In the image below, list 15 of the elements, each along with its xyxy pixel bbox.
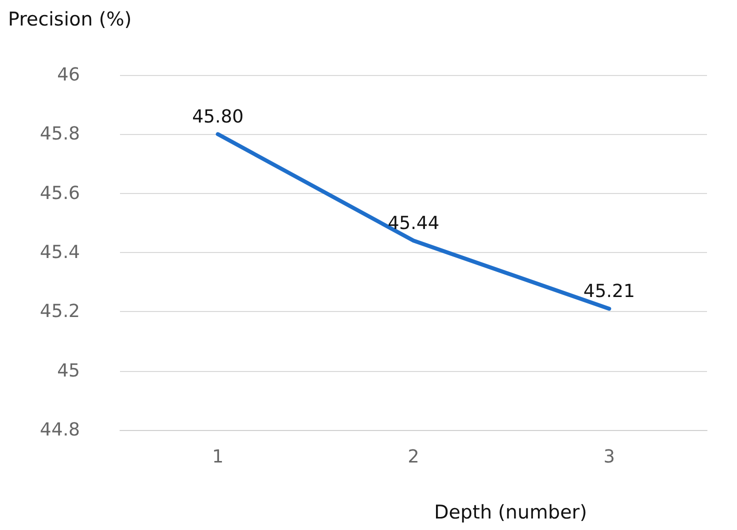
y-tick-label: 46 [57,64,80,86]
y-tick-label: 45.6 [40,182,80,204]
x-axis-title: Depth (number) [434,502,587,524]
x-tick-label: 2 [408,446,420,468]
data-label: 45.80 [192,106,244,128]
x-tick-label: 1 [212,446,224,468]
data-label: 45.21 [583,281,635,302]
y-tick-label: 45.4 [40,242,80,263]
y-tick-label: 44.8 [40,420,80,440]
data-label: 45.44 [388,213,440,234]
y-tick-label: 45.8 [40,124,80,145]
x-tick-label: 3 [603,446,615,468]
y-axis-title: Precision (%) [8,8,132,30]
y-tick-label: 45.2 [40,301,80,322]
y-tick-label: 45 [57,360,80,382]
